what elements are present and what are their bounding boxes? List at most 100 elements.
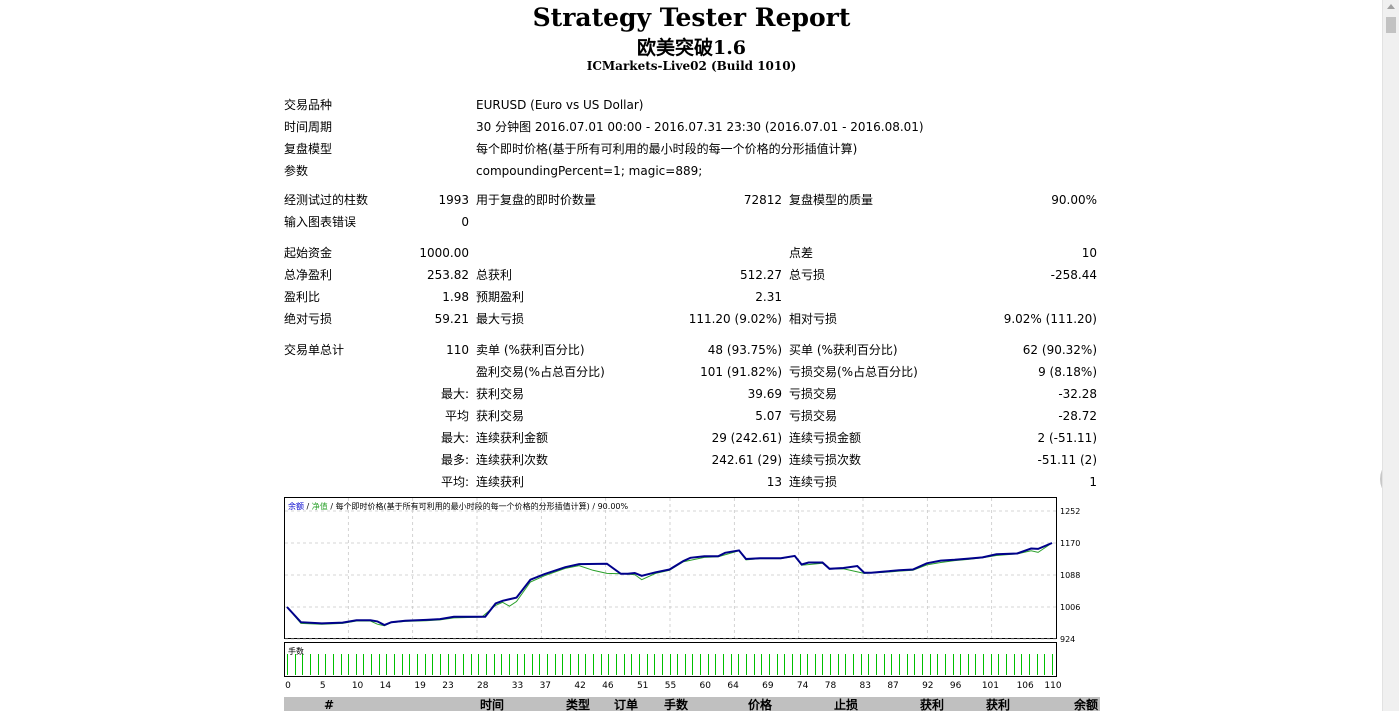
- stats-l1-row-6: 交易单总计: [284, 343, 345, 357]
- stats-v3-row-8: -32.28: [1058, 387, 1097, 401]
- stats-l1-row-4: 盈利比: [284, 290, 321, 304]
- y-tick-label: 1170: [1060, 539, 1080, 548]
- x-tick-label: 23: [442, 681, 453, 691]
- stats-v1-row-3: 253.82: [427, 268, 469, 282]
- volume-label: 手数: [288, 646, 304, 656]
- vertical-scrollbar[interactable]: [1382, 0, 1399, 711]
- stats-v2-row-5: 111.20 (9.02%): [688, 312, 782, 326]
- stats-v1-row-12: 平均:: [440, 475, 469, 489]
- y-tick-label: 1252: [1060, 507, 1080, 516]
- chart-grid: [285, 498, 1056, 640]
- stats-l2-row-3: 总获利: [476, 268, 513, 282]
- stats-l2-row-8: 获利交易: [476, 387, 525, 401]
- x-tick-label: 96: [950, 681, 962, 691]
- stats-l3-row-3: 总亏损: [789, 268, 826, 282]
- x-tick-label: 28: [477, 681, 489, 691]
- trades-table-header: # 时间 类型 订单 手数 价格 止损 获利 获利 余额: [284, 697, 1100, 711]
- stats-l2-row-7: 盈利交易(%占总百分比): [476, 365, 605, 379]
- stats-l3-row-7: 亏损交易(%占总百分比): [789, 365, 918, 379]
- server-build: ICMarkets-Live02 (Build 1010): [586, 59, 797, 73]
- stats-l2-row-4: 预期盈利: [476, 290, 525, 304]
- legend-sep-1: /: [304, 502, 312, 511]
- x-tick-label: 37: [540, 681, 551, 691]
- x-tick-label: 110: [1044, 681, 1061, 691]
- stats-v1-row-0: 1993: [438, 193, 469, 207]
- x-tick-label: 55: [665, 681, 676, 691]
- x-tick-label: 106: [1017, 681, 1034, 691]
- stats-l2-row-11: 连续获利次数: [476, 453, 549, 467]
- x-tick-label: 42: [574, 681, 585, 691]
- stats-v2-row-10: 29 (242.61): [711, 431, 782, 445]
- stats-v2-row-7: 101 (91.82%): [700, 365, 782, 379]
- stats-v1-row-10: 最大:: [440, 431, 469, 445]
- info-label-params: 参数: [284, 164, 309, 178]
- volume-bars: [287, 654, 1053, 675]
- stats-v1-row-2: 1000.00: [419, 246, 469, 260]
- stats-v2-row-11: 242.61 (29): [711, 453, 782, 467]
- legend-sep-2: /: [328, 502, 336, 511]
- stats-l2-row-6: 卖单 (%获利百分比): [476, 343, 585, 357]
- info-label-model: 复盘模型: [284, 142, 333, 156]
- y-tick-label: 1006: [1060, 603, 1080, 612]
- stats-v2-row-0: 72812: [743, 193, 782, 207]
- legend-quality: 90.00%: [598, 502, 629, 511]
- stats-v1-row-11: 最多:: [440, 453, 469, 467]
- x-tick-label: 33: [512, 681, 523, 691]
- chart-legend: 余额 / 净值 / 每个即时价格(基于所有可利用的最小时段的每一个价格的分形插值…: [288, 501, 628, 511]
- stats-v2-row-12: 13: [766, 475, 782, 489]
- balance-line: [286, 542, 1053, 627]
- legend-model: 每个即时价格(基于所有可利用的最小时段的每一个价格的分形插值计算): [336, 501, 590, 511]
- stats-l1-row-0: 经测试过的柱数: [284, 193, 369, 207]
- info-value-model: 每个即时价格(基于所有可利用的最小时段的每一个价格的分形插值计算): [476, 142, 858, 156]
- info-label-period: 时间周期: [284, 120, 333, 134]
- stats-l3-row-8: 亏损交易: [789, 387, 838, 401]
- x-tick-label: 60: [700, 681, 712, 691]
- stats-v1-row-9: 平均: [444, 409, 469, 423]
- x-tick-label: 19: [414, 681, 426, 691]
- legend-balance: 余额: [288, 501, 304, 511]
- info-value-period: 30 分钟图 2016.07.01 00:00 - 2016.07.31 23:…: [476, 120, 924, 134]
- stats-v2-row-9: 5.07: [755, 409, 782, 423]
- stats-v3-row-3: -258.44: [1050, 268, 1097, 282]
- x-tick-label: 87: [887, 681, 898, 691]
- stats-l2-row-5: 最大亏损: [476, 312, 525, 326]
- scroll-up-arrow-icon[interactable]: [1387, 4, 1395, 9]
- stats-l3-row-9: 亏损交易: [789, 409, 838, 423]
- scroll-thumb[interactable]: [1386, 17, 1396, 33]
- y-tick-label: 1088: [1060, 571, 1080, 580]
- stats-v2-row-6: 48 (93.75%): [707, 343, 782, 357]
- info-value-params: compoundingPercent=1; magic=889;: [476, 164, 703, 178]
- report-title: Strategy Tester Report: [532, 3, 851, 32]
- x-tick-label: 83: [860, 681, 871, 691]
- stats-l3-row-6: 买单 (%获利百分比): [789, 343, 898, 357]
- stats-l3-row-0: 复盘模型的质量: [789, 193, 874, 207]
- stats-l3-row-5: 相对亏损: [789, 312, 838, 326]
- stats-l1-row-3: 总净盈利: [284, 268, 333, 282]
- stats-v3-row-7: 9 (8.18%): [1038, 365, 1097, 379]
- x-axis: 0 5 10 14 19 23 28 33 37 42 46 51 55 60 64 69 74 78 83 87 92…: [285, 681, 1062, 691]
- stats-v3-row-12: 1: [1089, 475, 1097, 489]
- stats-l3-row-2: 点差: [789, 246, 814, 260]
- stats-v3-row-10: 2 (-51.11): [1037, 431, 1098, 445]
- x-tick-label: 46: [602, 681, 614, 691]
- y-tick-label: 924: [1060, 635, 1075, 644]
- x-tick-label: 69: [762, 681, 774, 691]
- stats-v3-row-11: -51.11 (2): [1037, 453, 1098, 467]
- balance-chart: 1252 1170 1088 1006 924 余额 / 净值 / 每个即时价格(基于所…: [284, 497, 1080, 677]
- y-axis-ticks: 1252 1170 1088 1006 924: [1060, 507, 1080, 644]
- stats-l3-row-11: 连续亏损次数: [789, 453, 862, 467]
- stats-l1-row-5: 绝对亏损: [284, 312, 333, 326]
- stats-l3-row-10: 连续亏损金额: [789, 431, 862, 445]
- x-tick-label: 51: [637, 681, 648, 691]
- x-tick-label: 0: [285, 681, 291, 691]
- stats-v3-row-6: 62 (90.32%): [1022, 343, 1097, 357]
- stats-l1-row-2: 起始资金: [284, 246, 333, 260]
- stats-v1-row-1: 0: [461, 215, 469, 229]
- stats-v2-row-4: 2.31: [755, 290, 782, 304]
- stats-v3-row-2: 10: [1081, 246, 1097, 260]
- stats-v2-row-8: 39.69: [747, 387, 782, 401]
- stats-l2-row-9: 获利交易: [476, 409, 525, 423]
- x-tick-label: 78: [825, 681, 837, 691]
- stats-l2-row-0: 用于复盘的即时价数量: [476, 193, 597, 207]
- legend-equity: 净值: [312, 501, 328, 511]
